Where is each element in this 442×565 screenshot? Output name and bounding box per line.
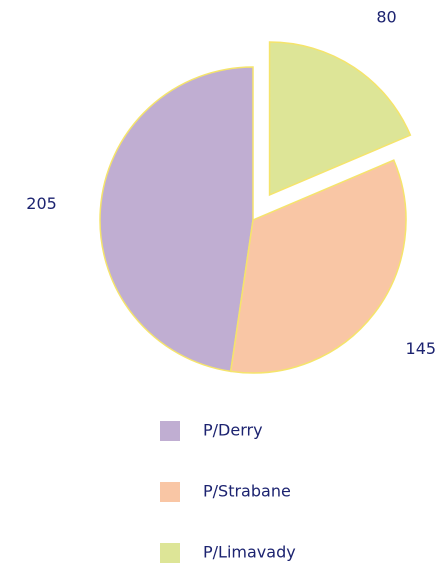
legend-label: P/Strabane	[203, 482, 291, 501]
data-label: 205	[26, 194, 57, 213]
legend-label: P/Limavady	[203, 543, 296, 562]
pie-slice	[268, 41, 412, 197]
data-label: 80	[376, 8, 396, 27]
legend-label: P/Derry	[203, 421, 263, 440]
legend-swatch	[160, 543, 180, 563]
legend-swatch	[160, 482, 180, 502]
pie-slice	[99, 66, 254, 373]
data-label: 145	[406, 339, 437, 358]
legend-swatch	[160, 421, 180, 441]
pie-slice	[229, 159, 407, 374]
